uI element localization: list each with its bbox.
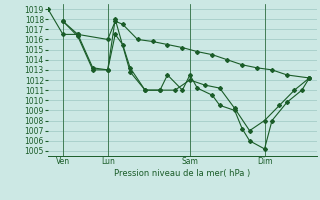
X-axis label: Pression niveau de la mer( hPa ): Pression niveau de la mer( hPa ) bbox=[114, 169, 251, 178]
